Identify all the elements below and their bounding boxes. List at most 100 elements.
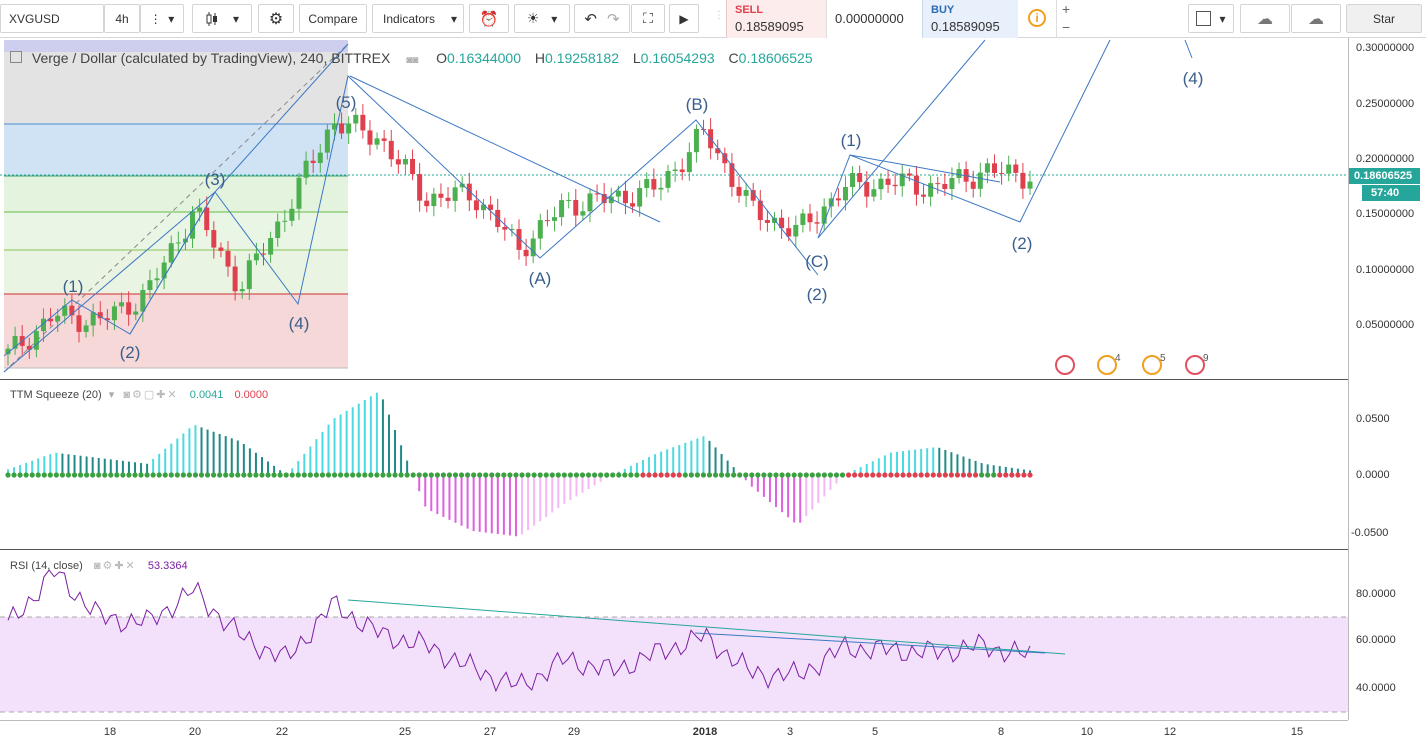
indicators-button[interactable]: Indicators ▾ <box>372 4 464 33</box>
drag-handle-icon[interactable]: ⋮⋮ <box>714 10 734 21</box>
candle-body <box>445 197 451 201</box>
squeeze-dot <box>670 472 676 478</box>
wave-line <box>349 75 661 223</box>
squeeze-dot <box>464 472 471 478</box>
candle-body <box>381 138 387 141</box>
candle-body <box>431 193 437 207</box>
squeeze-dot <box>90 472 96 478</box>
symbol-input[interactable]: XVGUSD <box>0 4 104 33</box>
squeeze-dot <box>815 472 821 478</box>
chevron-down-icon: ▾ <box>551 11 558 26</box>
candle-body <box>686 152 692 173</box>
squeeze-dot <box>150 472 156 478</box>
squeeze-dot <box>694 472 700 478</box>
indicator-controls-icon[interactable]: ◙⚙✚✕ <box>93 560 137 572</box>
squeeze-dot <box>319 472 326 478</box>
candle-body <box>324 129 330 153</box>
squeeze-dot <box>350 472 356 478</box>
wave-line <box>849 154 1001 183</box>
squeeze-dot <box>446 472 453 478</box>
squeeze-dot <box>954 472 961 478</box>
event-count: 9 <box>1203 353 1209 364</box>
time-tick: 8 <box>997 726 1005 738</box>
fibonacci-zones[interactable] <box>3 40 349 373</box>
interval-dropdown-button[interactable]: ⋮ ▾ <box>140 4 184 33</box>
squeeze-dot <box>737 472 743 478</box>
candle-body <box>76 315 82 332</box>
redo-icon[interactable]: ↷ <box>607 10 620 28</box>
squeeze-dot <box>882 472 888 478</box>
squeeze-dot <box>622 472 628 478</box>
chart-style-button[interactable]: ▾ <box>192 4 252 33</box>
event-badges[interactable]: 4 5 9 <box>1055 353 1209 375</box>
candle-body <box>339 123 345 134</box>
pane-divider[interactable] <box>0 379 1348 380</box>
replay-button[interactable]: ▶ <box>669 4 699 33</box>
squeeze-dot <box>573 472 580 478</box>
alert-button[interactable]: ⏰ <box>469 4 509 33</box>
minus-icon[interactable]: − <box>1062 19 1071 35</box>
squeeze-dot <box>519 472 525 478</box>
chart-canvas[interactable]: (1) (2) (3) (4) (5) (A) (B) (C) (2) (1) (2) (4) 4 5… <box>0 0 1348 720</box>
drawing-tool-button[interactable]: ▾ <box>1188 4 1234 33</box>
sell-button[interactable]: SELL 0.18589095 <box>726 0 826 38</box>
squeeze-dot <box>77 472 84 478</box>
candle-body <box>544 220 550 222</box>
squeeze-dot <box>126 472 132 478</box>
load-chart-button[interactable]: ☁ <box>1240 4 1290 33</box>
candle-body <box>644 179 650 188</box>
candle-body <box>651 179 657 190</box>
legend-settings-icon[interactable]: ◙◙ <box>406 55 419 66</box>
sell-price: 0.18589095 <box>735 19 804 34</box>
plus-icon[interactable]: + <box>1062 1 1071 17</box>
theme-button[interactable]: ☀ ▾ <box>514 4 570 33</box>
candle-body <box>750 190 756 201</box>
candle-body <box>658 187 664 190</box>
candle-body <box>402 158 408 165</box>
squeeze-dot <box>23 472 29 478</box>
candle-body <box>928 183 934 197</box>
collapse-icon[interactable] <box>10 51 22 63</box>
squeeze-dot <box>114 472 120 478</box>
buy-button[interactable]: BUY 0.18589095 <box>922 0 1018 38</box>
indicator-title: RSI (14, close) <box>10 560 83 572</box>
pane-divider[interactable] <box>0 549 1348 550</box>
interval-select[interactable]: 4h <box>104 4 140 33</box>
candle-body <box>864 182 870 197</box>
compare-button[interactable]: Compare <box>299 4 367 33</box>
ttm-value: 0.0041 <box>189 389 224 401</box>
candle-body <box>509 229 515 231</box>
squeeze-dot <box>229 472 235 478</box>
candle-body <box>317 152 323 164</box>
squeeze-dot <box>755 472 761 478</box>
squeeze-dot <box>646 472 652 478</box>
fullscreen-button[interactable]: ⛶ <box>631 4 665 33</box>
squeeze-dot <box>610 472 616 478</box>
rsi-trendline[interactable] <box>347 599 1066 655</box>
rsi-trendline[interactable] <box>694 632 1046 654</box>
quantity-stepper[interactable]: + − <box>1056 0 1076 38</box>
bar-countdown-tag: 57:40 <box>1362 185 1420 201</box>
squeeze-dot <box>35 472 41 478</box>
event-count: 5 <box>1160 353 1166 364</box>
indicator-controls-icon[interactable]: ◙⚙▢✚✕ <box>123 389 179 401</box>
elliott-wave-drawing[interactable] <box>3 39 1193 373</box>
squeeze-dot <box>888 472 894 478</box>
candle-body <box>786 228 792 237</box>
squeeze-dot <box>749 472 755 478</box>
wave-line <box>129 191 216 335</box>
candle-body <box>97 312 103 319</box>
squeeze-dot <box>773 472 779 478</box>
wave-label: (4) <box>289 314 310 333</box>
save-chart-button[interactable]: ☁ <box>1291 4 1341 33</box>
info-button[interactable]: i <box>1018 0 1056 38</box>
star-button[interactable]: Star <box>1346 4 1422 33</box>
settings-button[interactable]: ⚙ <box>258 4 294 33</box>
undo-icon[interactable]: ↶ <box>584 10 597 28</box>
candle-body <box>807 213 813 223</box>
squeeze-dot <box>1027 472 1033 478</box>
candle-body <box>970 181 976 189</box>
squeeze-dot <box>301 472 307 478</box>
ttm-tick: -0.0500 <box>1351 527 1389 539</box>
chevron-down-icon[interactable]: ▾ <box>108 389 115 401</box>
